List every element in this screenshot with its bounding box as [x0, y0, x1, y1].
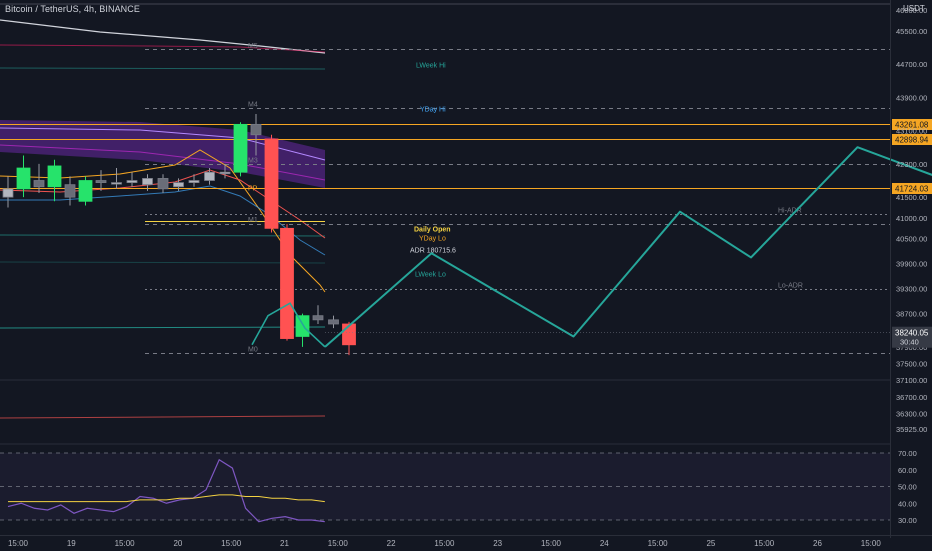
time-tick-label: 26 [813, 539, 822, 548]
time-tick-label: 23 [493, 539, 502, 548]
level-daily-open-label: Daily Open [414, 227, 451, 234]
rsi-tick-label: 60.00 [898, 466, 917, 475]
candle-10[interactable] [157, 174, 169, 193]
rsi-tick-label: 30.00 [898, 516, 917, 525]
price-tick-label: 37500.00 [896, 359, 927, 368]
time-tick-label: 15:00 [754, 539, 775, 548]
candle-8[interactable] [126, 172, 138, 187]
time-tick-label: 24 [600, 539, 609, 548]
level-m3-label: M3 [248, 158, 258, 165]
level-m5-label: M5 [248, 43, 258, 50]
level-lweek-lo-label: LWeek Lo [415, 272, 446, 279]
price-tag-label: 41724.03 [895, 185, 929, 194]
time-tick-label: 15:00 [115, 539, 136, 548]
candle-17[interactable] [264, 134, 279, 233]
price-tick-label: 45500.00 [896, 27, 927, 36]
level-yday-hi-label: YDay Hi [420, 107, 446, 114]
price-tag-42898.94: 42898.94 [892, 134, 932, 145]
price-tick-label: 43900.00 [896, 93, 927, 102]
time-tick-label: 15:00 [861, 539, 882, 548]
price-tick-label: 36700.00 [896, 393, 927, 402]
price-tick-label: 36300.00 [896, 409, 927, 418]
price-tick-label: 37100.00 [896, 376, 927, 385]
candle-14[interactable] [219, 163, 231, 179]
currency-label: USDT [903, 4, 925, 13]
time-tick-label: 15:00 [541, 539, 562, 548]
candles [2, 113, 356, 356]
price-tag-label: 43261.08 [895, 121, 929, 130]
countdown-label: 30:40 [900, 338, 919, 347]
time-axis-ticks: 15:00 19 15:00 20 15:00 21 15:00 22 15:00 23 15:00… [8, 539, 881, 548]
level-lo-adr-label: Lo-ADR [778, 283, 803, 290]
price-tick-label: 42300.00 [896, 160, 927, 169]
candle-5[interactable] [78, 176, 93, 206]
time-tick-label: 20 [173, 539, 182, 548]
price-tick-label: 35925.00 [896, 425, 927, 434]
price-axis[interactable] [890, 0, 932, 538]
price-tick-label: 39300.00 [896, 285, 927, 294]
rsi-line[interactable] [7, 458, 325, 523]
time-tick-label: 15:00 [434, 539, 455, 548]
level-hi-adr-label: Hi-ADR [778, 208, 802, 215]
candle-18[interactable] [280, 224, 294, 341]
price-tick-label: 46000.00 [896, 6, 927, 15]
rsi-tick-label: 70.00 [898, 449, 917, 458]
price-tag-41724.03: 41724.03 [892, 183, 932, 194]
level-adr-180715-6-label: ADR 180715.6 [410, 248, 456, 255]
price-tick-label: 38700.00 [896, 310, 927, 319]
candle-19[interactable] [295, 313, 310, 347]
time-tick-label: 25 [706, 539, 715, 548]
candle-21[interactable] [328, 315, 339, 329]
candle-1[interactable] [16, 155, 31, 198]
level-m4-label: M4 [248, 102, 258, 109]
candle-6[interactable] [95, 170, 107, 191]
candle-3[interactable] [47, 159, 62, 202]
time-tick-label: 15:00 [8, 539, 29, 548]
price-tick-label: 40500.00 [896, 235, 927, 244]
candle-4[interactable] [64, 176, 76, 206]
rsi-band [0, 453, 890, 520]
time-axis[interactable] [0, 535, 932, 551]
price-tick-label: 44700.00 [896, 60, 927, 69]
current-price-value: 38240.05 [895, 329, 929, 338]
time-tick-label: 19 [67, 539, 76, 548]
time-tick-label: 15:00 [328, 539, 349, 548]
rsi-ma-line [8, 494, 325, 503]
price-tag-label: 42898.94 [895, 136, 929, 145]
candle-20[interactable] [312, 305, 324, 324]
time-tick-label: 22 [387, 539, 396, 548]
candle-0[interactable] [2, 176, 14, 208]
candle-9[interactable] [142, 174, 153, 191]
projection-path[interactable] [324, 146, 932, 348]
candle-12[interactable] [188, 174, 200, 187]
price-axis-ticks: 46000.00 45500.00 44700.00 43900.00 43100.00… [896, 6, 927, 434]
candle-11[interactable] [173, 178, 184, 191]
time-tick-label: 15:00 [648, 539, 669, 548]
price-tag-43261.08: 43261.08 [892, 119, 932, 130]
candle-2[interactable] [33, 163, 45, 193]
price-tick-label: 41500.00 [896, 193, 927, 202]
level-yday-lo-label: YDay Lo [419, 236, 446, 243]
time-tick-label: 21 [280, 539, 289, 548]
candle-7[interactable] [111, 168, 122, 189]
rsi-tick-label: 40.00 [898, 499, 917, 508]
chart-title: Bitcoin / TetherUS, 4h, BINANCE [5, 4, 140, 14]
price-tick-label: 41000.00 [896, 214, 927, 223]
candle-16[interactable] [250, 113, 262, 156]
time-tick-label: 15:00 [221, 539, 242, 548]
level-m1-label: M1 [248, 217, 258, 224]
level-m0-label: M0 [248, 347, 258, 354]
candle-15[interactable] [233, 122, 248, 177]
rsi-axis-ticks: 70.00 60.00 50.00 40.00 30.00 [898, 449, 917, 525]
level-lweek-hi-label: LWeek Hi [416, 63, 446, 70]
candle-13[interactable] [204, 168, 215, 185]
price-tick-label: 39900.00 [896, 260, 927, 269]
rsi-tick-label: 50.00 [898, 483, 917, 492]
price-tick-label: 43100.00 [896, 127, 927, 136]
